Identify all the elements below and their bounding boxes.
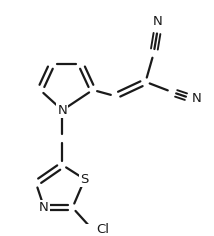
Text: N: N [58, 104, 67, 117]
Text: N: N [192, 92, 202, 105]
Text: N: N [153, 15, 163, 28]
Text: S: S [80, 173, 89, 186]
Text: Cl: Cl [96, 223, 109, 236]
Text: N: N [39, 201, 49, 214]
